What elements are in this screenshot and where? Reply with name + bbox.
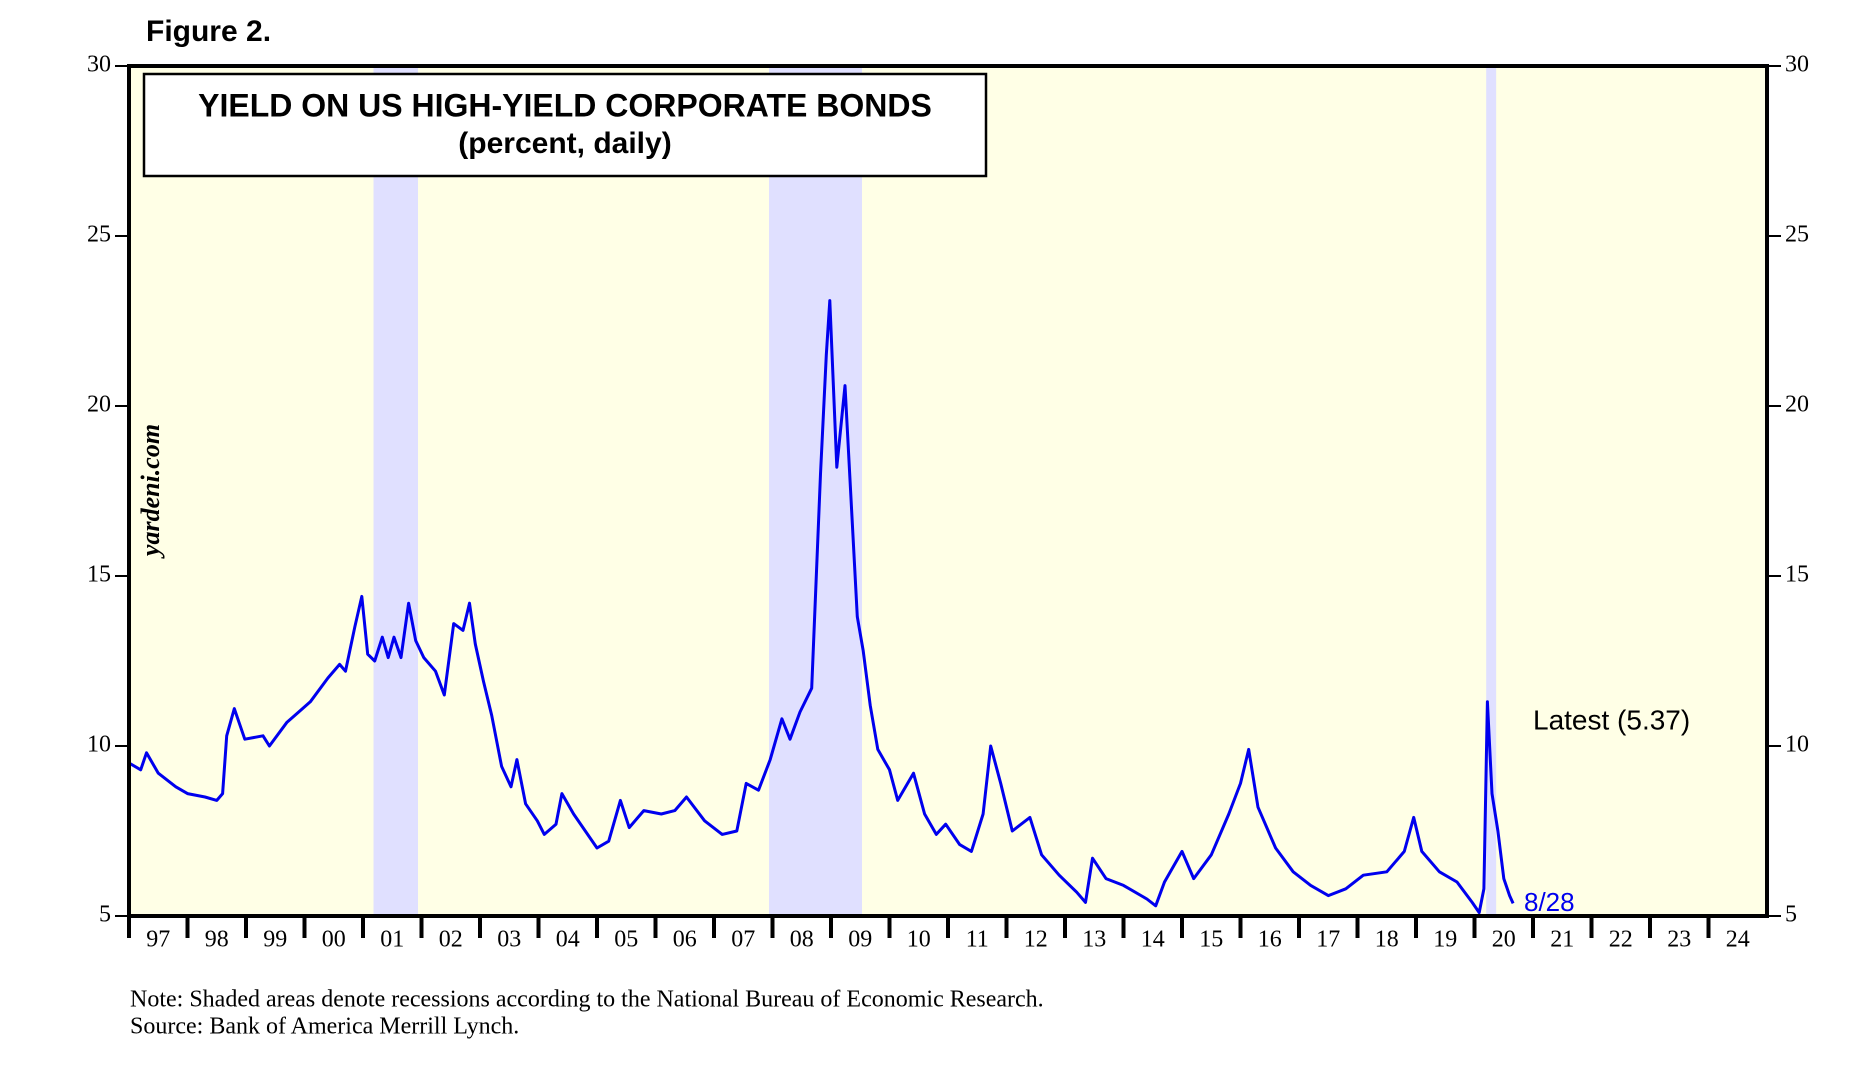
x-tick-label: 11: [966, 927, 989, 953]
source: Source: Bank of America Merrill Lynch.: [130, 1014, 519, 1040]
x-tick-label: 23: [1667, 927, 1691, 953]
x-tick-label: 12: [1024, 927, 1048, 953]
y-tick-label: 20: [87, 392, 111, 418]
x-tick-label: 05: [614, 927, 638, 953]
recession-band: [768, 66, 863, 916]
x-tick-label: 99: [263, 927, 287, 953]
y-tick-label: 25: [87, 222, 111, 248]
x-tick-label: 04: [556, 927, 580, 953]
date-label: 8/28: [1524, 887, 1575, 917]
recession-band: [1486, 66, 1497, 916]
x-tick-label: 21: [1550, 927, 1574, 953]
x-tick-label: 97: [146, 927, 170, 953]
y-tick-label: 15: [87, 562, 111, 588]
y2-tick-label: 20: [1785, 392, 1809, 418]
watermark: yardeni.com: [136, 424, 165, 559]
x-tick-label: 03: [497, 927, 521, 953]
chart-subtitle: (percent, daily): [458, 127, 671, 160]
annotation: Latest (5.37): [1533, 704, 1690, 735]
x-tick-label: 09: [848, 927, 872, 953]
x-tick-label: 18: [1375, 927, 1399, 953]
chart-title: YIELD ON US HIGH-YIELD CORPORATE BONDS: [198, 87, 932, 123]
y-tick-label: 10: [87, 732, 111, 758]
x-tick-label: 24: [1726, 927, 1750, 953]
plot-area: 5 5 10 10 15 15 20 20 25 25 30 30 97 98 99 00 01 02 03 04 05…: [87, 52, 1809, 953]
note: Note: Shaded areas denote recessions acc…: [130, 987, 1044, 1013]
plot-frame: [127, 64, 1769, 918]
x-tick-label: 02: [439, 927, 463, 953]
x-tick-label: 07: [731, 927, 755, 953]
y2-tick-label: 25: [1785, 222, 1809, 248]
x-tick-label: 13: [1082, 927, 1106, 953]
y-tick-label: 30: [87, 52, 111, 78]
figure-label: Figure 2.: [146, 15, 271, 48]
x-tick-label: 14: [1141, 927, 1165, 953]
data-line: [128, 299, 1515, 915]
x-tick-label: 10: [907, 927, 931, 953]
x-tick-label: 15: [1199, 927, 1223, 953]
x-tick-label: 01: [380, 927, 404, 953]
y2-tick-label: 5: [1785, 902, 1797, 928]
x-tick-label: 22: [1609, 927, 1633, 953]
x-tick-label: 20: [1492, 927, 1516, 953]
y2-tick-label: 15: [1785, 562, 1809, 588]
recession-band: [373, 66, 418, 916]
x-tick-label: 00: [322, 927, 346, 953]
x-tick-label: 06: [673, 927, 697, 953]
y2-tick-label: 10: [1785, 732, 1809, 758]
x-tick-label: 16: [1258, 927, 1282, 953]
y2-tick-label: 30: [1785, 52, 1809, 78]
x-tick-label: 17: [1316, 927, 1340, 953]
x-tick-label: 08: [790, 927, 814, 953]
x-tick-label: 98: [205, 927, 229, 953]
title-box: [142, 72, 988, 178]
x-tick-label: 19: [1433, 927, 1457, 953]
y-tick-label: 5: [99, 902, 111, 928]
